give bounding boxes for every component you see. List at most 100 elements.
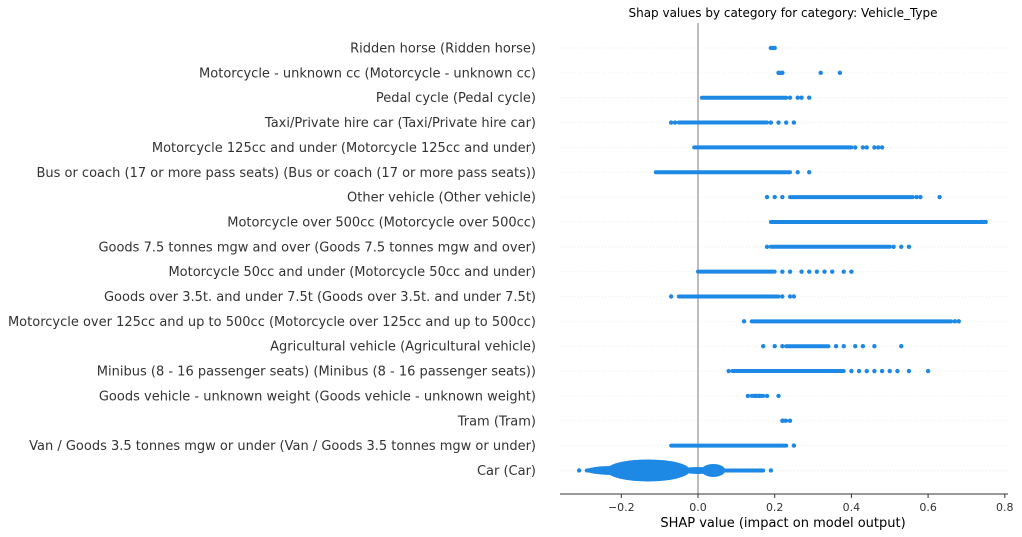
category-row: [741, 319, 961, 324]
chart-title: Shap values by category for category: Ve…: [628, 6, 937, 20]
x-tick-label: 0.6: [919, 501, 937, 514]
data-point: [745, 393, 751, 399]
x-tick-label: 0.8: [996, 501, 1014, 514]
category-row: [760, 344, 904, 349]
data-point: [764, 244, 770, 249]
x-tick-label: 0.0: [689, 501, 707, 514]
category-row: [726, 368, 931, 374]
data-point: [791, 443, 797, 448]
data-point: [780, 294, 785, 299]
data-point: [787, 294, 793, 299]
data-point: [791, 294, 797, 299]
data-point: [864, 145, 869, 150]
data-point: [833, 344, 839, 349]
data-point: [799, 269, 804, 274]
data-point: [979, 219, 984, 225]
density-blob: [606, 459, 691, 482]
data-point: [925, 368, 931, 374]
category-label: Agricultural vehicle (Agricultural vehic…: [270, 340, 536, 355]
category-label: Tram (Tram): [457, 414, 536, 429]
x-tick-label: −0.2: [608, 501, 635, 514]
data-point: [768, 45, 774, 51]
data-point: [879, 145, 885, 150]
category-label: Minibus (8 - 16 passenger seats) (Minibu…: [97, 365, 536, 380]
data-point: [887, 368, 892, 374]
data-point: [814, 269, 820, 274]
data-point: [914, 194, 919, 200]
data-point: [830, 269, 835, 274]
category-row: [768, 219, 988, 225]
x-tick-label: 0.4: [843, 501, 861, 514]
data-point: [879, 368, 885, 374]
category-label: Ridden horse (Ridden horse): [350, 42, 536, 57]
category-row: [768, 45, 777, 51]
data-point: [872, 145, 877, 150]
data-point: [772, 45, 777, 51]
data-point: [753, 393, 758, 399]
category-row: [776, 70, 843, 76]
data-point: [983, 219, 988, 225]
data-point: [937, 194, 942, 200]
data-point: [849, 269, 854, 274]
category-rows: [576, 45, 988, 482]
data-point: [784, 120, 789, 125]
x-tick-label: 0.2: [766, 501, 784, 514]
data-point: [760, 344, 766, 349]
data-point: [791, 120, 797, 125]
data-point: [853, 145, 858, 150]
category-row: [696, 269, 854, 274]
category-row: [576, 459, 774, 482]
x-axis-ticks: −0.2 0.0 0.2 0.4 0.6 0.8: [608, 494, 1014, 514]
data-point: [668, 120, 674, 125]
data-point: [872, 368, 877, 374]
category-label: Motorcycle 50cc and under (Motorcycle 50…: [168, 265, 536, 280]
category-label: Motorcycle over 125cc and up to 500cc (M…: [8, 315, 536, 330]
data-point: [872, 344, 877, 349]
data-point: [860, 145, 866, 150]
category-label: Van / Goods 3.5 tonnes mgw or under (Van…: [29, 439, 536, 454]
data-point: [780, 194, 785, 200]
data-point: [780, 344, 785, 349]
category-row: [699, 95, 812, 100]
data-point: [795, 170, 800, 175]
data-point: [818, 70, 823, 76]
data-point: [895, 368, 900, 374]
category-row: [780, 418, 793, 423]
data-point: [807, 269, 812, 274]
data-point: [956, 319, 961, 324]
category-label: Pedal cycle (Pedal cycle): [376, 91, 536, 106]
data-point: [906, 244, 912, 249]
category-label: Goods over 3.5t. and under 7.5t (Goods o…: [104, 290, 536, 305]
data-point: [768, 120, 774, 125]
category-label: Other vehicle (Other vehicle): [347, 191, 536, 206]
data-point: [776, 120, 781, 125]
data-point: [780, 269, 785, 274]
category-row: [745, 393, 781, 399]
category-label: Motorcycle - unknown cc (Motorcycle - un…: [199, 66, 536, 81]
density-blob: [680, 466, 716, 474]
data-point: [807, 95, 812, 100]
data-point: [776, 70, 781, 76]
data-point: [799, 95, 804, 100]
data-point: [856, 368, 862, 374]
data-point: [780, 70, 785, 76]
density-blob: [585, 465, 642, 475]
data-point: [906, 368, 912, 374]
data-point: [918, 194, 923, 200]
data-point: [741, 319, 747, 324]
data-point: [780, 418, 785, 423]
x-axis-title: SHAP value (impact on model output): [660, 516, 905, 531]
data-point: [849, 368, 854, 374]
data-point: [891, 244, 896, 249]
category-row: [653, 170, 812, 175]
category-label: Motorcycle 125cc and under (Motorcycle 1…: [152, 141, 536, 156]
category-label: Goods vehicle - unknown weight (Goods ve…: [99, 389, 536, 404]
data-point: [841, 269, 846, 274]
category-label: Goods 7.5 tonnes mgw and over (Goods 7.5…: [98, 240, 536, 255]
data-point: [853, 344, 858, 349]
category-label: Bus or coach (17 or more pass seats) (Bu…: [36, 166, 536, 181]
data-point: [764, 194, 770, 200]
data-point: [860, 344, 866, 349]
category-row: [764, 244, 912, 249]
category-row: [692, 145, 885, 150]
